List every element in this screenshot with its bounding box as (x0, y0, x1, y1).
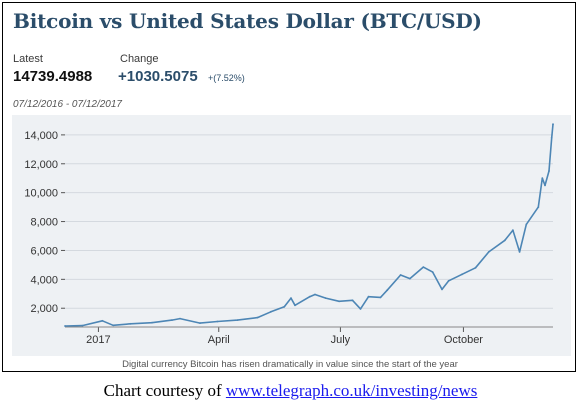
credit-prefix: Chart courtesy of (103, 381, 226, 400)
x-axis-ticks: 2017 April July October (65, 326, 553, 346)
data-point (64, 325, 66, 327)
data-point (179, 317, 181, 320)
latest-label: Latest (13, 53, 43, 65)
data-point (338, 300, 340, 303)
credit-line: Chart courtesy of www.telegraph.co.uk/in… (0, 381, 581, 401)
data-point (431, 271, 434, 273)
data-point (367, 295, 370, 298)
data-point (236, 319, 239, 321)
data-point (474, 266, 477, 269)
y-tick-label: 10,000 (24, 188, 58, 200)
data-point (379, 296, 382, 299)
change-percent: +(7.52%) (208, 73, 245, 83)
data-point (294, 304, 296, 307)
latest-value: 14739.4988 (13, 68, 93, 85)
data-point (256, 316, 259, 319)
y-tick-label: 12,000 (24, 159, 58, 171)
data-point (447, 279, 450, 282)
data-point (386, 289, 389, 292)
data-point (441, 288, 443, 291)
price-chart: 2,000 4,000 6,000 8,000 10,000 12,000 14,000 2… (24, 123, 554, 346)
data-point (81, 324, 84, 327)
data-point (308, 295, 311, 298)
data-point (324, 297, 327, 299)
date-range: 07/12/2016 - 07/12/2017 (13, 99, 122, 110)
data-point (409, 277, 411, 280)
data-point (544, 184, 546, 187)
data-point (199, 322, 201, 324)
y-tick-label: 2,000 (30, 303, 58, 315)
y-tick-label: 8,000 (30, 217, 58, 229)
plot-background (12, 115, 571, 356)
data-point (512, 229, 514, 232)
y-axis-ticks: 2,000 4,000 6,000 8,000 10,000 12,000 14,000 (24, 130, 65, 315)
chart-frame: Bitcoin vs United States Dollar (BTC/USD… (2, 2, 576, 372)
data-point (171, 319, 173, 321)
y-tick-label: 4,000 (30, 274, 58, 286)
data-point (525, 223, 528, 226)
change-value: +1030.5075 (118, 68, 198, 85)
data-point (283, 305, 286, 308)
grid-lines (65, 134, 553, 309)
data-point (351, 299, 354, 302)
data-point (552, 123, 554, 126)
data-point (101, 319, 104, 322)
data-point (548, 170, 550, 172)
series-layer (64, 123, 554, 327)
data-point (216, 320, 219, 323)
data-point (550, 136, 553, 139)
chart-title: Bitcoin vs United States Dollar (BTC/USD… (13, 9, 482, 33)
credit-link[interactable]: www.telegraph.co.uk/investing/news (225, 381, 478, 400)
x-tick-label: 2017 (86, 334, 110, 346)
data-point (151, 321, 153, 324)
data-point (112, 324, 114, 327)
data-point (518, 251, 521, 253)
data-point (487, 251, 490, 253)
y-tick-label: 14,000 (24, 130, 58, 142)
x-tick-label: October (444, 334, 483, 346)
data-point (422, 266, 425, 268)
change-label: Change (120, 53, 159, 65)
chart-caption: Digital currency Bitcoin has risen drama… (122, 359, 458, 370)
x-tick-label: July (331, 334, 351, 346)
data-point (129, 322, 132, 325)
series-line (64, 124, 554, 327)
data-point (537, 206, 540, 209)
x-tick-label: April (208, 334, 230, 346)
data-point (504, 239, 506, 242)
data-point (290, 297, 292, 299)
data-point (461, 273, 463, 276)
data-point (314, 293, 316, 296)
data-point (399, 274, 402, 276)
data-point (270, 310, 272, 313)
data-point (359, 308, 362, 310)
y-tick-label: 6,000 (30, 245, 58, 257)
data-point (541, 177, 544, 180)
